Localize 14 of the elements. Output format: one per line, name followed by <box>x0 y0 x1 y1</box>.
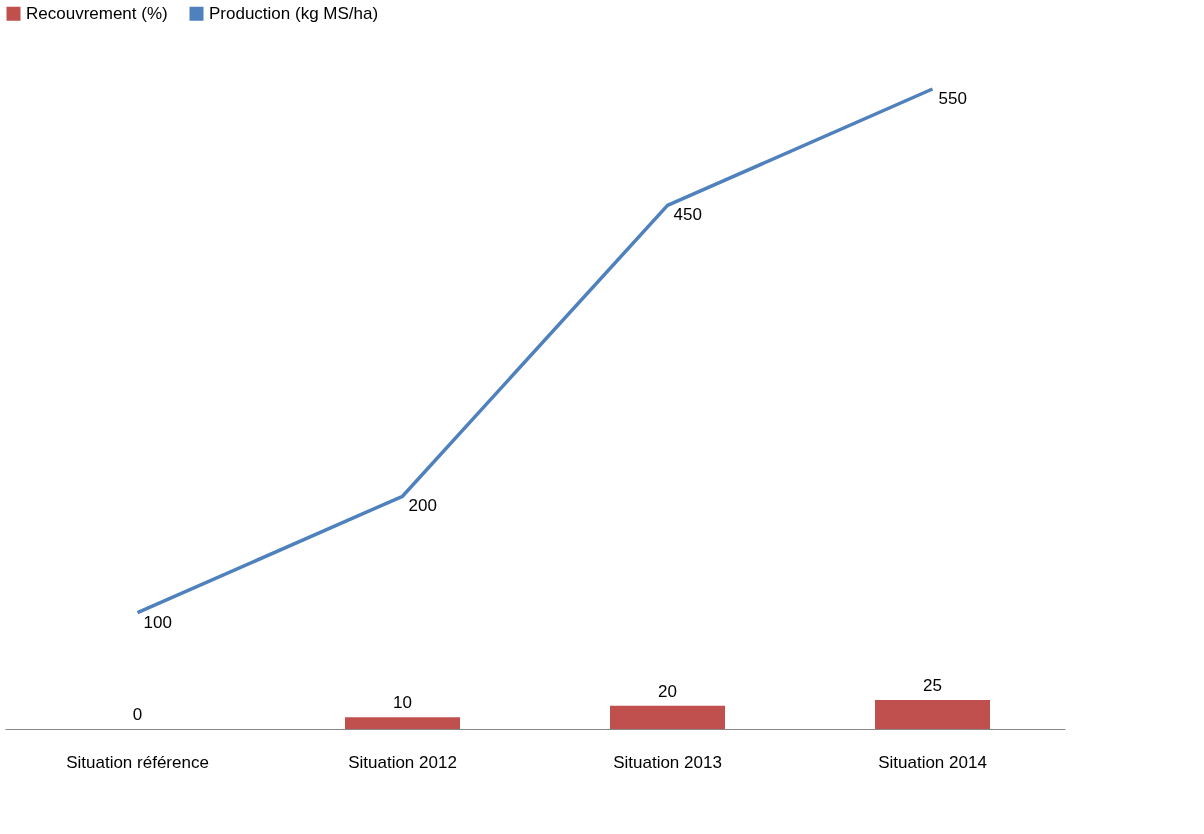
legend-label: Production (kg MS/ha) <box>209 3 379 23</box>
data-label: 550 <box>938 89 967 108</box>
x-tick-label: Situation 2012 <box>348 752 457 772</box>
data-label: 25 <box>923 675 942 695</box>
data-label: 0 <box>132 705 143 724</box>
legend-label: Recouvrement (%) <box>26 3 168 23</box>
x-tick-label: Situation référence <box>66 752 209 772</box>
data-label: 10 <box>393 693 412 713</box>
data-label: 20 <box>658 681 677 701</box>
x-tick-label: Situation 2014 <box>878 752 987 772</box>
data-label: 100 <box>143 612 172 632</box>
x-tick-label: Situation 2013 <box>613 752 722 772</box>
data-label: 200 <box>408 496 437 516</box>
data-label: 450 <box>673 205 702 225</box>
